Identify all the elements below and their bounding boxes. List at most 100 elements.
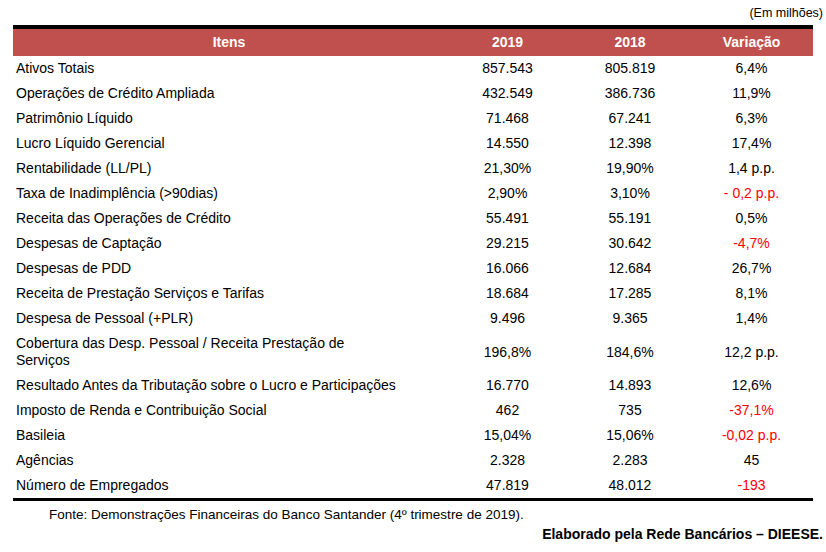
item-label-text: Despesas de Captação	[16, 235, 162, 251]
item-label-text: Lucro Líquido Gerencial	[16, 135, 165, 151]
item-label: Número de Empregados	[13, 473, 445, 500]
table-row: Rentabilidade (LL/PL) 21,30%19,90%1,4 p.p…	[13, 156, 813, 181]
value-2019: 2,90%	[445, 181, 570, 206]
value-2019: 15,04%	[445, 423, 570, 448]
value-2018: 184,6%	[570, 331, 690, 373]
value-variation: 1,4%	[690, 306, 813, 331]
item-label: Ativos Totais	[13, 56, 445, 81]
value-variation: 12,6%	[690, 373, 813, 398]
table-row: Imposto de Renda e Contribuição Social46…	[13, 398, 813, 423]
value-2019: 18.684	[445, 281, 570, 306]
item-label-text: Agências	[16, 452, 74, 468]
value-2019: 16.066	[445, 256, 570, 281]
value-variation: 6,4%	[690, 56, 813, 81]
item-label: Lucro Líquido Gerencial	[13, 131, 445, 156]
item-label: Resultado Antes da Tributação sobre o Lu…	[13, 373, 445, 398]
item-label-text: Número de Empregados	[16, 477, 169, 493]
value-2019: 55.491	[445, 206, 570, 231]
item-label: Agências	[13, 448, 445, 473]
value-2018: 2.283	[570, 448, 690, 473]
item-label-text: Basileia	[16, 427, 65, 443]
value-2018: 12.684	[570, 256, 690, 281]
item-label-text: Despesa de Pessoal (+PLR)	[16, 310, 193, 326]
value-variation: 17,4%	[690, 131, 813, 156]
table-header: Itens 2019 2018 Variação	[13, 27, 813, 56]
value-2018: 67.241	[570, 106, 690, 131]
table-row: Basileia 15,04%15,06%-0,02 p.p.	[13, 423, 813, 448]
table-row: Despesas de PDD16.06612.68426,7%	[13, 256, 813, 281]
item-label-text: Resultado Antes da Tributação sobre o Lu…	[16, 377, 396, 393]
value-2019: 432.549	[445, 81, 570, 106]
value-2018: 30.642	[570, 231, 690, 256]
value-variation: 45	[690, 448, 813, 473]
item-label-text: Ativos Totais	[16, 60, 94, 76]
item-label: Operações de Crédito Ampliada	[13, 81, 445, 106]
value-2018: 9.365	[570, 306, 690, 331]
value-2019: 462	[445, 398, 570, 423]
table-row: Receita de Prestação Serviços e Tarifas1…	[13, 281, 813, 306]
value-variation: -0,02 p.p.	[690, 423, 813, 448]
value-2019: 16.770	[445, 373, 570, 398]
item-label: Imposto de Renda e Contribuição Social	[13, 398, 445, 423]
value-variation: 11,9%	[690, 81, 813, 106]
item-label-text: Despesas de PDD	[16, 260, 131, 276]
table-row: Patrimônio Líquido 71.46867.2416,3%	[13, 106, 813, 131]
value-2019: 47.819	[445, 473, 570, 500]
item-label: Taxa de Inadimplência (>90dias)	[13, 181, 445, 206]
value-variation: - 0,2 p.p.	[690, 181, 813, 206]
item-label: Receita das Operações de Crédito	[13, 206, 445, 231]
header-row: Itens 2019 2018 Variação	[13, 27, 813, 56]
item-label-text: Taxa de Inadimplência (>90dias)	[16, 185, 218, 201]
value-2019: 196,8%	[445, 331, 570, 373]
value-variation: 1,4 p.p.	[690, 156, 813, 181]
value-2018: 805.819	[570, 56, 690, 81]
value-variation: -4,7%	[690, 231, 813, 256]
financial-table: Itens 2019 2018 Variação Ativos Totais85…	[13, 25, 813, 501]
unit-note: (Em milhões)	[13, 6, 823, 21]
value-variation: 6,3%	[690, 106, 813, 131]
value-2019: 71.468	[445, 106, 570, 131]
item-label: Receita de Prestação Serviços e Tarifas	[13, 281, 445, 306]
value-variation: 12,2 p.p.	[690, 331, 813, 373]
credit-note: Elaborado pela Rede Bancários – DIEESE.	[13, 526, 823, 543]
source-note: Fonte: Demonstrações Financeiras do Banc…	[49, 507, 813, 523]
value-2019: 9.496	[445, 306, 570, 331]
value-2019: 21,30%	[445, 156, 570, 181]
item-label-text: Receita das Operações de Crédito	[16, 210, 231, 226]
value-2019: 2.328	[445, 448, 570, 473]
header-variacao: Variação	[690, 27, 813, 56]
table-row: Despesa de Pessoal (+PLR) 9.4969.3651,4%	[13, 306, 813, 331]
item-label: Rentabilidade (LL/PL)	[13, 156, 445, 181]
value-2018: 17.285	[570, 281, 690, 306]
value-2018: 55.191	[570, 206, 690, 231]
item-label: Patrimônio Líquido	[13, 106, 445, 131]
header-2018: 2018	[570, 27, 690, 56]
value-2018: 735	[570, 398, 690, 423]
table-row: Agências 2.3282.28345	[13, 448, 813, 473]
table-row: Número de Empregados47.81948.012-193	[13, 473, 813, 500]
value-2019: 29.215	[445, 231, 570, 256]
value-2018: 15,06%	[570, 423, 690, 448]
item-label-text: Operações de Crédito Ampliada	[16, 85, 214, 101]
item-label-text: Cobertura das Desp. Pessoal / Receita Pr…	[16, 335, 401, 369]
table-row: Receita das Operações de Crédito 55.49155…	[13, 206, 813, 231]
value-2018: 14.893	[570, 373, 690, 398]
value-2018: 19,90%	[570, 156, 690, 181]
item-label-text: Rentabilidade (LL/PL)	[16, 160, 151, 176]
table-row: Cobertura das Desp. Pessoal / Receita Pr…	[13, 331, 813, 373]
item-label: Basileia	[13, 423, 445, 448]
item-label: Despesas de Captação	[13, 231, 445, 256]
header-itens: Itens	[13, 27, 445, 56]
table-body: Ativos Totais857.543805.8196,4% Operações…	[13, 56, 813, 500]
value-2018: 12.398	[570, 131, 690, 156]
item-label: Despesa de Pessoal (+PLR)	[13, 306, 445, 331]
table-row: Taxa de Inadimplência (>90dias) 2,90%3,10…	[13, 181, 813, 206]
value-2018: 48.012	[570, 473, 690, 500]
item-label-text: Patrimônio Líquido	[16, 110, 133, 126]
table-row: Resultado Antes da Tributação sobre o Lu…	[13, 373, 813, 398]
value-2018: 3,10%	[570, 181, 690, 206]
table-row: Ativos Totais857.543805.8196,4%	[13, 56, 813, 81]
table-row: Despesas de Captação 29.21530.642-4,7%	[13, 231, 813, 256]
table-row: Operações de Crédito Ampliada432.549386.…	[13, 81, 813, 106]
value-variation: 8,1%	[690, 281, 813, 306]
